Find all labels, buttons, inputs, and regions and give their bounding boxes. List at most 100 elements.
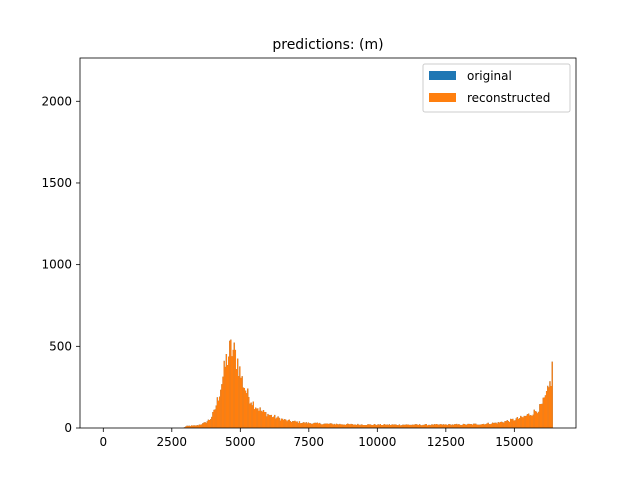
bar-reconstructed-285 [423, 424, 425, 428]
x-axis: 0 2500 5000 7500 10000 12500 15000 [99, 428, 533, 449]
bar-reconstructed-229 [360, 424, 362, 428]
bar-reconstructed-310 [451, 424, 453, 428]
bar-reconstructed-343 [488, 424, 490, 428]
bar-reconstructed-326 [469, 424, 471, 428]
bar-reconstructed-238 [370, 424, 372, 428]
bar-reconstructed-334 [478, 424, 480, 428]
legend: original reconstructed [422, 63, 571, 113]
bar-reconstructed-202 [330, 423, 332, 428]
bar-reconstructed-220 [350, 423, 352, 428]
bar-reconstructed-227 [358, 424, 360, 428]
x-tick-label: 2500 [157, 435, 188, 449]
bar-reconstructed-378 [527, 413, 530, 428]
bar-reconstructed-256 [390, 424, 393, 428]
bar-reconstructed-399 [551, 361, 553, 428]
bar-reconstructed-311 [452, 424, 454, 428]
bar-reconstructed-219 [349, 424, 351, 428]
bar-reconstructed-289 [427, 424, 430, 428]
bar-reconstructed-294 [433, 424, 435, 428]
bar-reconstructed-248 [381, 425, 384, 428]
bar-reconstructed-295 [434, 424, 437, 428]
bar-reconstructed-307 [448, 424, 450, 428]
bar-reconstructed-305 [445, 424, 448, 428]
bar-reconstructed-92 [206, 421, 208, 428]
bar-reconstructed-366 [514, 420, 516, 428]
bar-reconstructed-127 [245, 393, 248, 428]
bar-reconstructed-241 [374, 424, 376, 428]
bar-reconstructed-184 [310, 423, 312, 428]
bar-reconstructed-386 [536, 413, 539, 428]
bar-reconstructed-196 [323, 423, 325, 428]
bar-reconstructed-209 [338, 424, 340, 428]
bar-reconstructed-181 [306, 423, 308, 428]
bar-reconstructed-373 [522, 417, 524, 428]
bar-reconstructed-100 [215, 405, 217, 428]
bar-reconstructed-200 [328, 423, 330, 428]
bar-reconstructed-313 [454, 424, 457, 428]
bar-reconstructed-77 [189, 426, 192, 428]
bar-reconstructed-109 [225, 354, 228, 428]
bar-reconstructed-131 [250, 402, 252, 428]
bar-reconstructed-98 [213, 409, 215, 428]
bar-reconstructed-398 [550, 386, 552, 428]
bar-reconstructed-152 [274, 414, 276, 428]
bar-reconstructed-391 [542, 397, 544, 428]
bar-reconstructed-369 [517, 418, 520, 428]
bar-reconstructed-236 [368, 424, 370, 428]
bar-reconstructed-234 [366, 425, 368, 428]
bar-reconstructed-169 [293, 421, 295, 428]
legend-label-reconstructed: reconstructed [467, 91, 550, 105]
bar-reconstructed-359 [506, 420, 508, 428]
bar-reconstructed-270 [406, 424, 408, 428]
bar-reconstructed-194 [321, 424, 323, 428]
legend-box [422, 63, 571, 113]
bar-reconstructed-352 [498, 422, 501, 428]
bar-reconstructed-358 [505, 421, 507, 428]
bar-reconstructed-217 [347, 423, 349, 428]
bar-reconstructed-243 [376, 425, 378, 428]
bar-reconstructed-302 [442, 424, 444, 428]
y-axis: 0 500 1000 1500 2000 [41, 94, 80, 435]
y-tick-label: 2000 [41, 94, 72, 108]
bar-reconstructed-290 [429, 424, 431, 428]
bar-reconstructed-271 [407, 424, 410, 428]
bar-reconstructed-142 [262, 410, 265, 428]
bar-reconstructed-267 [403, 424, 405, 428]
bar-reconstructed-368 [516, 417, 519, 428]
bar-reconstructed-335 [479, 424, 481, 428]
bar-reconstructed-101 [216, 397, 219, 428]
bar-reconstructed-344 [489, 424, 492, 428]
bar-reconstructed-73 [185, 426, 187, 428]
bar-reconstructed-372 [521, 416, 523, 428]
bar-reconstructed-281 [419, 424, 421, 428]
bar-reconstructed-257 [392, 424, 394, 428]
bar-reconstructed-201 [329, 423, 331, 428]
bar-reconstructed-154 [276, 417, 278, 428]
bar-reconstructed-75 [187, 425, 189, 428]
legend-swatch-original [429, 71, 456, 80]
bar-reconstructed-106 [222, 376, 224, 428]
bar-reconstructed-279 [416, 424, 419, 428]
bar-reconstructed-117 [234, 349, 237, 428]
bar-reconstructed-253 [387, 425, 389, 428]
bar-reconstructed-164 [287, 419, 289, 428]
bar-reconstructed-385 [535, 411, 538, 428]
bar-reconstructed-226 [357, 423, 359, 428]
bar-reconstructed-223 [353, 424, 356, 428]
bar-reconstructed-74 [186, 425, 188, 428]
bar-reconstructed-85 [198, 424, 201, 428]
bar-reconstructed-354 [501, 421, 503, 428]
bar-reconstructed-128 [247, 388, 249, 428]
bar-reconstructed-168 [292, 421, 294, 428]
bar-reconstructed-370 [519, 418, 521, 428]
bar-reconstructed-180 [305, 422, 307, 428]
bar-reconstructed-118 [235, 369, 238, 428]
bar-reconstructed-390 [541, 403, 543, 428]
bar-reconstructed-292 [431, 424, 433, 428]
bar-reconstructed-72 [184, 427, 186, 428]
bar-reconstructed-198 [325, 423, 328, 428]
bar-reconstructed-357 [504, 421, 506, 428]
bar-reconstructed-250 [384, 424, 386, 428]
x-tick-label: 0 [99, 435, 107, 449]
bar-reconstructed-388 [539, 404, 541, 428]
